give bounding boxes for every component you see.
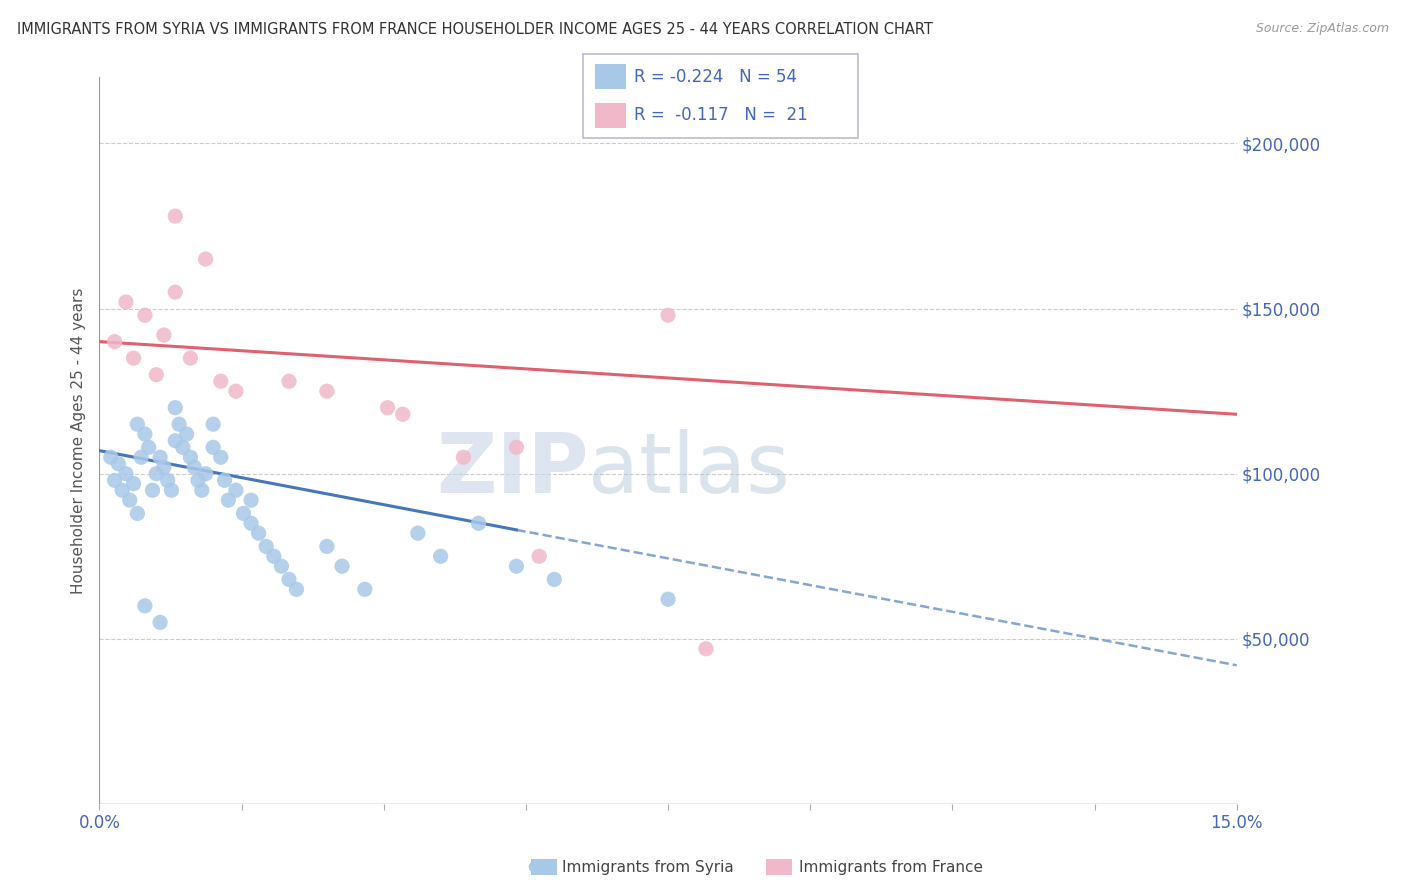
Point — [467, 516, 489, 531]
Point — [270, 559, 292, 574]
Point — [225, 384, 247, 399]
Point — [263, 549, 285, 564]
Point — [127, 507, 149, 521]
Point — [127, 417, 149, 432]
Point — [145, 467, 167, 481]
Point — [104, 334, 127, 349]
Point — [179, 351, 201, 366]
Point — [134, 308, 156, 322]
Point — [122, 351, 145, 366]
Point — [377, 401, 399, 415]
Point — [149, 615, 172, 630]
Point — [315, 384, 337, 399]
Point — [278, 573, 301, 587]
Text: Source: ZipAtlas.com: Source: ZipAtlas.com — [1256, 22, 1389, 36]
Point — [657, 308, 679, 322]
Point — [247, 526, 270, 541]
Point — [165, 434, 187, 448]
Point — [315, 540, 337, 554]
Point — [191, 483, 214, 498]
Text: R = -0.224   N = 54: R = -0.224 N = 54 — [634, 68, 797, 86]
Point — [165, 401, 187, 415]
Point — [695, 641, 717, 656]
Text: ZIP: ZIP — [436, 429, 589, 510]
Point — [657, 592, 679, 607]
Point — [202, 440, 225, 454]
Point — [153, 460, 176, 475]
Text: IMMIGRANTS FROM SYRIA VS IMMIGRANTS FROM FRANCE HOUSEHOLDER INCOME AGES 25 - 44 : IMMIGRANTS FROM SYRIA VS IMMIGRANTS FROM… — [17, 22, 932, 37]
Point — [209, 374, 232, 388]
Point — [505, 440, 527, 454]
Text: R =  -0.117   N =  21: R = -0.117 N = 21 — [634, 106, 808, 124]
Point — [167, 417, 190, 432]
Point — [543, 573, 565, 587]
Point — [214, 473, 236, 487]
Point — [187, 473, 209, 487]
Point — [391, 407, 413, 421]
Text: atlas: atlas — [589, 429, 790, 510]
Point — [172, 440, 194, 454]
Point — [118, 493, 141, 508]
Point — [115, 467, 138, 481]
Text: Immigrants from Syria: Immigrants from Syria — [562, 860, 734, 874]
Point — [209, 450, 232, 465]
Point — [134, 427, 156, 442]
Point — [194, 467, 217, 481]
Point — [104, 473, 127, 487]
Point — [122, 476, 145, 491]
Point — [153, 328, 176, 343]
Point — [232, 507, 254, 521]
Point — [107, 457, 129, 471]
Point — [141, 483, 163, 498]
Point — [406, 526, 429, 541]
Point — [285, 582, 308, 597]
Point — [202, 417, 225, 432]
Point — [453, 450, 475, 465]
Y-axis label: Householder Income Ages 25 - 44 years: Householder Income Ages 25 - 44 years — [72, 287, 86, 594]
Point — [160, 483, 183, 498]
Point — [100, 450, 122, 465]
Point — [527, 549, 550, 564]
Point — [165, 285, 187, 299]
Point — [179, 450, 201, 465]
Point — [194, 252, 217, 266]
Point — [115, 295, 138, 310]
Point — [134, 599, 156, 613]
Text: Immigrants from France: Immigrants from France — [799, 860, 983, 874]
Point — [240, 516, 263, 531]
Point — [278, 374, 301, 388]
Point — [156, 473, 179, 487]
Point — [111, 483, 134, 498]
Point — [176, 427, 198, 442]
Point — [165, 209, 187, 223]
Point — [240, 493, 263, 508]
Point — [505, 559, 527, 574]
Point — [353, 582, 375, 597]
Point — [145, 368, 167, 382]
Point — [149, 450, 172, 465]
Point — [429, 549, 451, 564]
Point — [254, 540, 277, 554]
Point — [225, 483, 247, 498]
Point — [217, 493, 239, 508]
Point — [138, 440, 160, 454]
Point — [183, 460, 205, 475]
Point — [330, 559, 353, 574]
Point — [129, 450, 152, 465]
